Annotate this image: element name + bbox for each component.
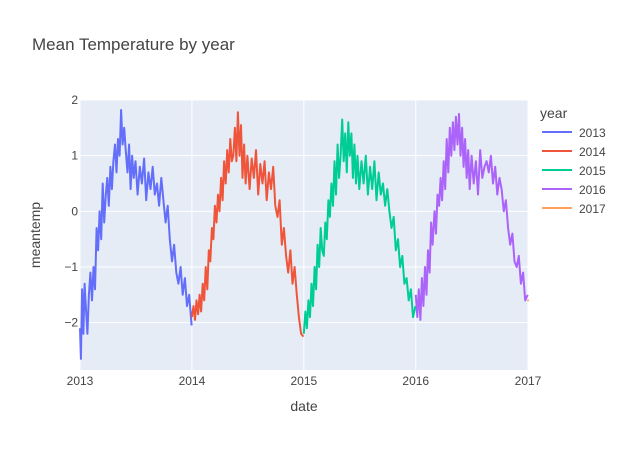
legend-items[interactable]: 2013 2014 2015 2016 2017 xyxy=(542,126,606,216)
y-tick-label: 2 xyxy=(71,93,78,107)
legend-item-2013[interactable]: 2013 xyxy=(542,126,606,140)
x-tick-label: 2015 xyxy=(290,374,317,388)
series-layer xyxy=(79,109,529,360)
legend-label: 2017 xyxy=(579,202,606,216)
y-axis-label: meantemp xyxy=(27,202,43,268)
legend-label: 2014 xyxy=(579,145,606,159)
x-axis-label: date xyxy=(290,398,317,414)
y-tick-label: 1 xyxy=(71,149,78,163)
legend-label: 2013 xyxy=(579,126,606,140)
chart-title: Mean Temperature by year xyxy=(32,35,235,54)
x-tick-label: 2013 xyxy=(67,374,94,388)
series-line-2015[interactable] xyxy=(302,118,417,334)
series-point-2017[interactable] xyxy=(527,299,529,302)
y-tick-label: −1 xyxy=(64,260,78,274)
x-tick-label: 2016 xyxy=(402,374,429,388)
y-axis-ticks: 2 1 0 −1 −2 xyxy=(64,93,78,330)
legend-item-2015[interactable]: 2015 xyxy=(542,164,606,178)
series-line-2016[interactable] xyxy=(414,112,529,321)
series-line-2014[interactable] xyxy=(190,111,305,338)
legend-item-2017[interactable]: 2017 xyxy=(542,202,606,216)
legend-label: 2015 xyxy=(579,164,606,178)
y-tick-label: 0 xyxy=(71,204,78,218)
legend-item-2014[interactable]: 2014 xyxy=(542,145,606,159)
legend-title: year xyxy=(540,105,568,121)
x-tick-label: 2014 xyxy=(179,374,206,388)
series-line-2013[interactable] xyxy=(79,109,193,360)
x-tick-label: 2017 xyxy=(515,374,542,388)
x-axis-ticks: 2013 2014 2015 2016 2017 xyxy=(67,374,542,388)
legend-label: 2016 xyxy=(579,183,606,197)
legend[interactable]: year 2013 2014 2015 2016 2017 xyxy=(540,105,606,216)
y-tick-label: −2 xyxy=(64,316,78,330)
legend-item-2016[interactable]: 2016 xyxy=(542,183,606,197)
